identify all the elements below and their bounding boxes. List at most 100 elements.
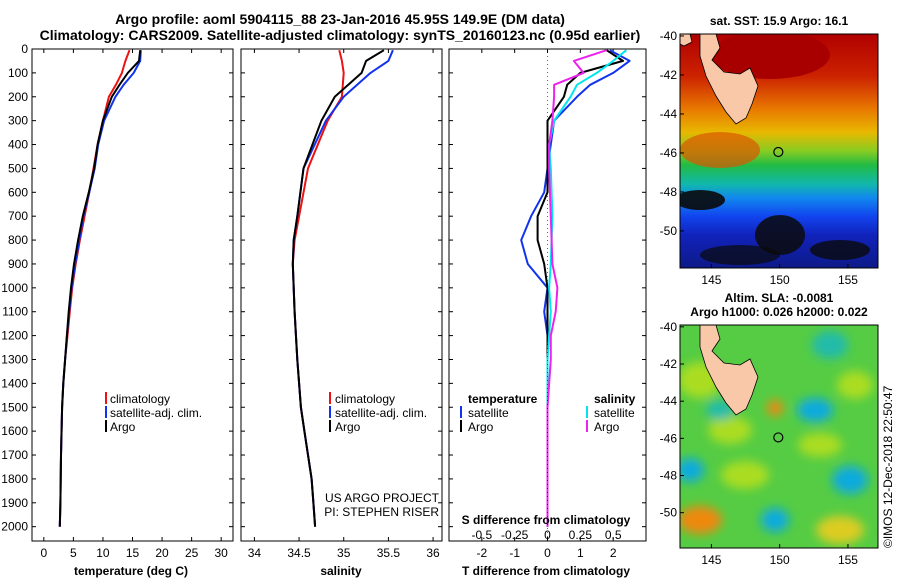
temperature-series	[58, 49, 142, 527]
sla-map-frame	[679, 324, 879, 549]
x-tick-label: -1	[509, 546, 520, 560]
legend-label-t-satellite: satellite	[468, 406, 509, 420]
sst-cloud-mask	[755, 215, 805, 255]
x-tick-label: 20	[155, 546, 169, 560]
series-line-salinity-satellite	[546, 49, 627, 527]
temperature-axis: 0 5 10 15 20 25 30	[40, 49, 228, 560]
temperature-axis-label: temperature (deg C)	[74, 564, 188, 578]
lat-tick-label: -44	[660, 394, 678, 408]
s-difference-axis: -0.5 -0.25 0 0.25 0.5	[471, 528, 621, 542]
series-line-argo	[58, 50, 142, 527]
x-tick-label: 35	[337, 546, 351, 560]
x-tick-label: 1	[577, 546, 584, 560]
lon-tick-label: 150	[770, 273, 790, 287]
project-annotation-line1: US ARGO PROJECT	[325, 491, 440, 505]
depth-tick-label: 1000	[1, 281, 28, 295]
x-tick-label: 34	[248, 546, 262, 560]
argo-float-marker	[773, 432, 784, 443]
series-line-salinity-argo	[546, 49, 607, 527]
lon-tick-label: 155	[838, 273, 858, 287]
sst-warm-core	[710, 34, 830, 79]
lon-tick-label: 150	[770, 553, 790, 567]
depth-tick-label: 1400	[1, 376, 28, 390]
x-tick-label: 10	[96, 546, 110, 560]
depth-tick-label: 500	[8, 161, 28, 175]
lat-tick-label: -50	[660, 506, 678, 520]
series-line-temperature-argo	[536, 49, 624, 527]
tasmania-landmass	[699, 325, 759, 416]
depth-tick-label: 100	[8, 66, 28, 80]
salinity-axis: 34 34.5 35 35.5 36	[248, 49, 440, 560]
depth-tick-label: 1600	[1, 424, 28, 438]
t-difference-axis-label: T difference from climatology	[462, 564, 630, 578]
depth-axis: 0 100 200 300 400 500 600 700 800 900 1000 1100 1200…	[1, 42, 646, 534]
sst-map-title: sat. SST: 15.9 Argo: 16.1	[710, 14, 849, 28]
legend-label-s-argo: Argo	[594, 420, 620, 434]
depth-tick-label: 1100	[2, 305, 28, 319]
depth-tick-label: 2000	[1, 520, 28, 534]
lat-tick-label: -46	[660, 431, 678, 445]
series-line-argo	[291, 49, 385, 527]
legend-label-t-argo: Argo	[468, 420, 494, 434]
depth-tick-label: 600	[8, 185, 28, 199]
x-tick-label: 15	[126, 546, 140, 560]
sst-map-axes: 145 150 155 -40 -42 -44 -46 -48 -50	[660, 29, 859, 287]
temperature-legend: climatology satellite-adj. clim. Argo	[105, 392, 202, 434]
depth-tick-label: 1500	[1, 400, 28, 414]
s-tick-label: 0.5	[605, 528, 622, 542]
salinity-legend: climatology satellite-adj. clim. Argo	[329, 392, 427, 434]
lon-tick-label: 155	[838, 553, 858, 567]
lat-tick-label: -42	[660, 68, 678, 82]
tasmania-landmass	[699, 34, 759, 125]
lon-tick-label: 145	[701, 273, 721, 287]
t-difference-axis: -2 -1 0 1 2	[476, 49, 617, 560]
legend-title-salinity: salinity	[594, 392, 636, 406]
temperature-plot-frame	[31, 48, 234, 542]
figure-title-line2: Climatology: CARS2009. Satellite-adjuste…	[40, 27, 641, 43]
salinity-axis-label: salinity	[320, 564, 362, 578]
sla-map	[680, 325, 878, 548]
depth-tick-label: 400	[8, 138, 28, 152]
s-tick-label: 0	[544, 528, 551, 542]
sla-map-axes: 145 150 155 -40 -42 -44 -46 -48 -50	[660, 320, 859, 567]
legend-label-climatology: climatology	[110, 392, 170, 406]
s-difference-axis-label: S difference from climatology	[462, 513, 631, 527]
x-tick-label: 34.5	[287, 546, 311, 560]
x-tick-label: 0	[40, 546, 47, 560]
sla-map-subtitle: Argo h1000: 0.026 h2000: 0.022	[690, 305, 868, 319]
salinity-plot-frame	[240, 48, 443, 542]
lat-tick-label: -48	[660, 469, 678, 483]
x-tick-label: 5	[70, 546, 77, 560]
legend-label-argo: Argo	[335, 420, 361, 434]
sst-coastal-water	[680, 132, 760, 168]
x-tick-label: 35.5	[377, 546, 401, 560]
copyright-watermark: ©IMOS 12-Dec-2018 22:50:47	[881, 385, 895, 548]
depth-tick-label: 0	[21, 42, 28, 56]
lat-tick-label: -40	[660, 29, 678, 43]
lat-tick-label: -42	[660, 357, 678, 371]
s-tick-label: -0.25	[501, 528, 529, 542]
x-tick-label: 36	[426, 546, 440, 560]
lat-tick-label: -44	[660, 107, 678, 121]
legend-label-climatology: climatology	[335, 392, 395, 406]
sst-map	[680, 34, 878, 268]
sst-map-frame	[679, 33, 879, 269]
legend-title-temperature: temperature	[468, 392, 538, 406]
legend-label-argo: Argo	[110, 420, 136, 434]
depth-tick-label: 200	[8, 90, 28, 104]
argo-float-marker	[773, 146, 784, 158]
depth-tick-label: 700	[8, 209, 28, 223]
depth-tick-label: 1300	[1, 352, 28, 366]
lat-tick-label: -50	[660, 224, 678, 238]
lat-tick-label: -48	[660, 185, 678, 199]
project-annotation-line2: PI: STEPHEN RISER	[324, 505, 439, 519]
sst-cloud-mask	[810, 240, 870, 260]
s-tick-label: 0.25	[569, 528, 593, 542]
lat-tick-label: -46	[660, 146, 678, 160]
x-tick-label: 0	[544, 546, 551, 560]
lon-tick-label: 145	[701, 553, 721, 567]
mainland-landmass	[680, 34, 693, 47]
legend-label-satellite: satellite-adj. clim.	[110, 406, 202, 420]
legend-label-s-satellite: satellite	[594, 406, 635, 420]
